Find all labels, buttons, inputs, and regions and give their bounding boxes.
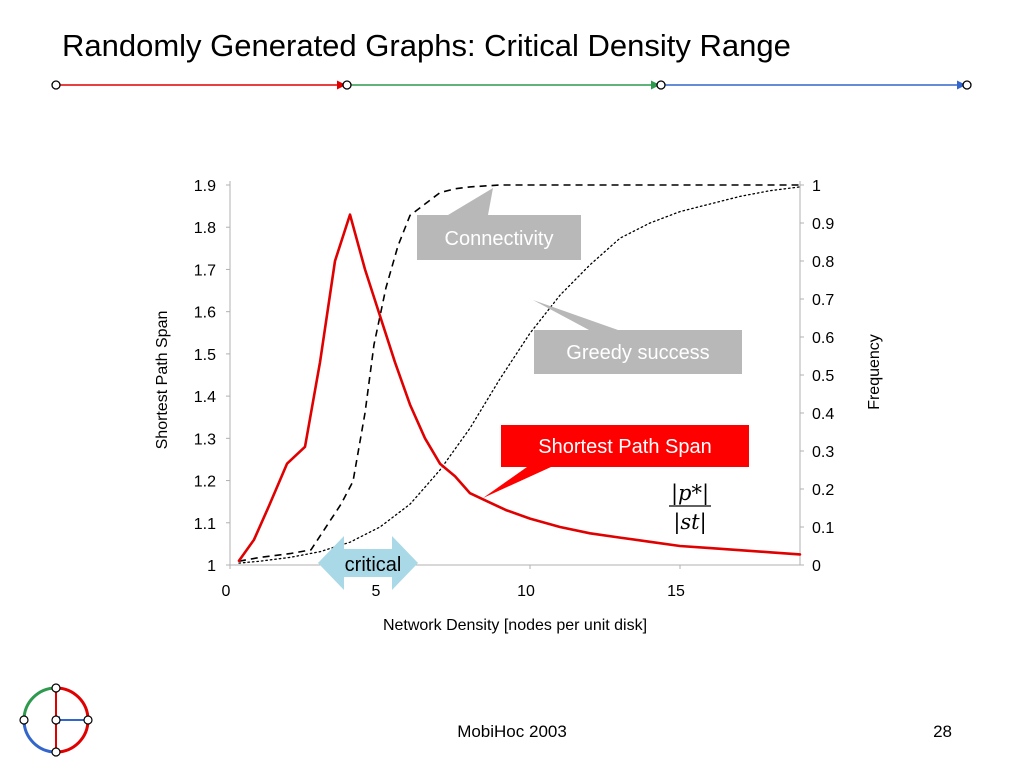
y-left-tick-label: 1.4 [194, 389, 216, 406]
x-tick-label: 5 [372, 583, 381, 600]
connectivity-callout-box [417, 188, 581, 260]
y-right-tick-label: 0.1 [812, 520, 834, 537]
header-node [656, 80, 666, 90]
graph-logo-icon [19, 683, 93, 757]
greedy-label: Greedy success [566, 342, 709, 364]
y-right-tick-label: 0.7 [812, 292, 834, 309]
y-axis-right-title: Frequency [866, 334, 883, 410]
header-node [342, 80, 352, 90]
chart-axes: 1 1.1 1.2 1.3 1.4 1.5 1.6 1.7 1.8 1.9 0 0.1 0.2 0.3 0.… [154, 178, 883, 634]
x-tick-label: 0 [222, 583, 231, 600]
y-left-tick-label: 1.7 [194, 262, 216, 279]
greedy-callout-box [533, 300, 742, 374]
header-arrowhead-green [651, 80, 660, 90]
formula-numerator: |p*| [671, 481, 709, 506]
connectivity-label: Connectivity [445, 228, 554, 250]
footer-conference: MobiHoc 2003 [457, 722, 567, 741]
x-axis-title: Network Density [nodes per unit disk] [383, 617, 647, 634]
y-left-tick-label: 1.3 [194, 431, 216, 448]
y-right-tick-label: 1 [812, 178, 821, 195]
y-right-tick-label: 0.9 [812, 216, 834, 233]
y-right-tick-label: 0.8 [812, 254, 834, 271]
y-axis-left-title: Shortest Path Span [154, 311, 171, 450]
header-node [962, 80, 972, 90]
header-arrowhead-blue [957, 80, 966, 90]
greedy-callout: Greedy success [533, 300, 742, 374]
critical-double-arrow [318, 536, 418, 590]
y-right-tick-label: 0.5 [812, 368, 834, 385]
span-formula: |p*| |st| [669, 481, 711, 535]
header-arrowhead-red [337, 80, 346, 90]
connectivity-callout: Connectivity [417, 188, 581, 260]
slide-title: Randomly Generated Graphs: Critical Dens… [62, 28, 791, 63]
x-tick-label: 15 [667, 583, 685, 600]
page-number: 28 [933, 722, 952, 741]
header-node [51, 80, 61, 90]
chart-series [237, 184, 802, 564]
y-left-tick-label: 1.6 [194, 305, 216, 322]
span-callout: Shortest Path Span [483, 425, 749, 498]
series-shortest-path-span-line [237, 213, 802, 563]
header-arrow-lines [51, 80, 972, 90]
critical-range-marker: critical [318, 536, 418, 590]
x-tick-label: 10 [517, 583, 535, 600]
y-right-tick-label: 0.3 [812, 444, 834, 461]
critical-label: critical [345, 554, 402, 576]
formula-denominator: |st| [673, 510, 706, 535]
y-left-tick-label: 1.2 [194, 474, 216, 491]
y-left-tick-label: 1.5 [194, 347, 216, 364]
y-right-tick-label: 0 [812, 558, 821, 575]
y-left-tick-label: 1.1 [194, 516, 216, 533]
y-left-tick-label: 1 [207, 558, 216, 575]
span-label: Shortest Path Span [538, 436, 711, 458]
y-left-tick-label: 1.8 [194, 220, 216, 237]
span-callout-box [483, 425, 749, 498]
y-right-tick-label: 0.6 [812, 330, 834, 347]
y-right-tick-label: 0.4 [812, 406, 834, 423]
series-greedy-success-line [238, 186, 801, 564]
series-connectivity-line [238, 184, 800, 562]
y-right-tick-label: 0.2 [812, 482, 834, 499]
y-left-tick-label: 1.9 [194, 178, 216, 195]
